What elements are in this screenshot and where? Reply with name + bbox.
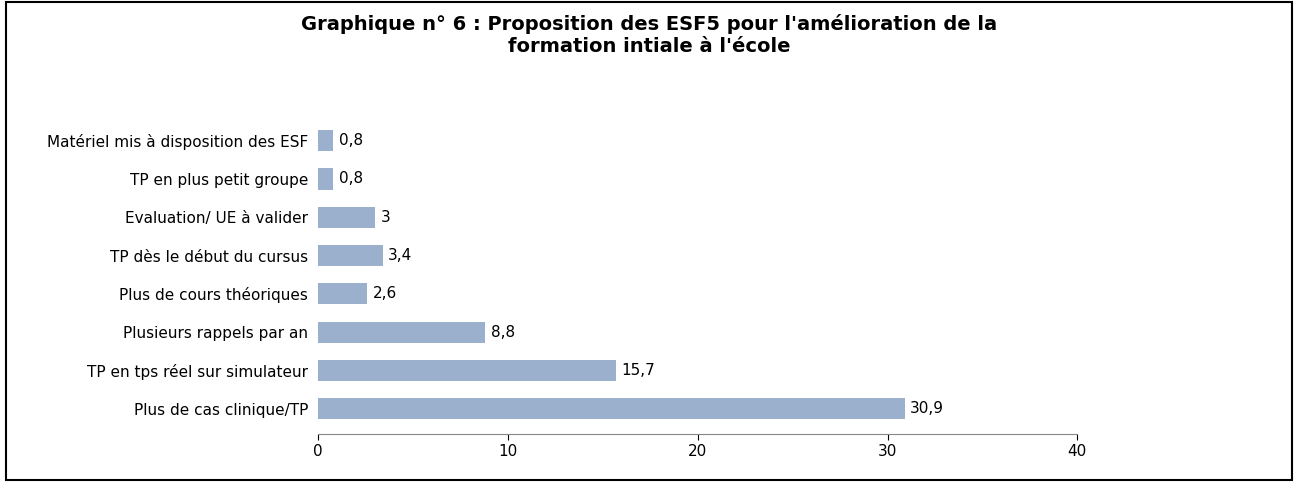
Text: 3: 3	[380, 210, 391, 225]
Bar	[318, 168, 334, 189]
Text: 8,8: 8,8	[491, 325, 515, 340]
Bar	[318, 245, 383, 266]
Bar	[318, 398, 905, 419]
Bar	[318, 321, 485, 343]
Text: 3,4: 3,4	[388, 248, 413, 263]
Text: 0,8: 0,8	[339, 172, 363, 187]
Text: 2,6: 2,6	[373, 286, 397, 301]
Bar	[318, 207, 375, 228]
Text: 15,7: 15,7	[622, 363, 655, 378]
Bar	[318, 130, 334, 151]
Text: 0,8: 0,8	[339, 133, 363, 148]
Bar	[318, 360, 617, 381]
Text: Graphique n° 6 : Proposition des ESF5 pour l'amélioration de la
formation intial: Graphique n° 6 : Proposition des ESF5 po…	[301, 14, 997, 56]
Bar	[318, 283, 367, 305]
Text: 30,9: 30,9	[910, 402, 944, 416]
